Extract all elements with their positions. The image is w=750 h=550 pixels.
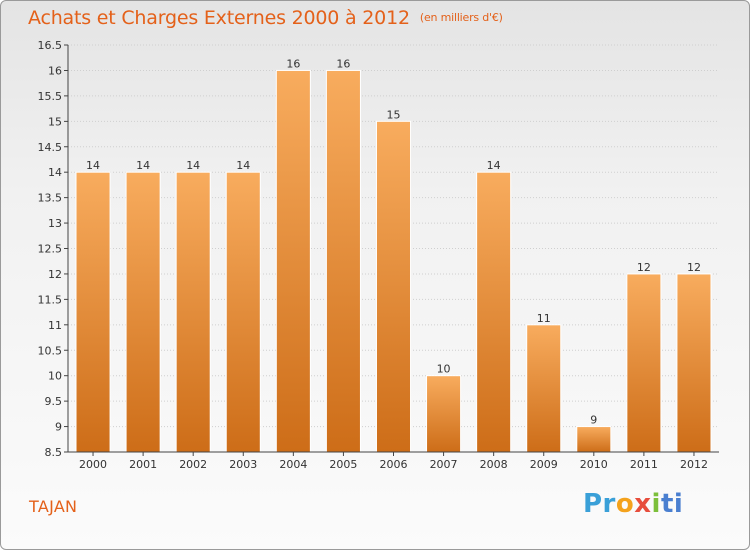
bar	[576, 426, 612, 453]
x-tick-label: 2010	[580, 458, 608, 471]
y-tick-label: 11.5	[38, 293, 63, 306]
label-layer: 14 14 14 14 16 16 15 10 14 11 9 12 12	[86, 57, 701, 426]
y-tick-label: 16	[48, 64, 62, 77]
bar	[676, 273, 712, 453]
bar-value-label: 14	[487, 159, 501, 172]
bar	[225, 171, 261, 453]
bar	[175, 171, 211, 453]
y-tick-label: 12.5	[38, 243, 63, 256]
logo-part-4: i	[651, 489, 661, 519]
y-tick-label: 14.5	[38, 141, 63, 154]
logo-part-2: o	[615, 489, 635, 519]
bar	[275, 69, 311, 453]
y-tick-label: 13	[48, 217, 62, 230]
bar	[325, 69, 361, 453]
logo-part-5: ti	[660, 489, 684, 519]
bar-value-label: 11	[537, 312, 551, 325]
bar	[75, 171, 111, 453]
bar	[125, 171, 161, 453]
bar-value-label: 12	[687, 261, 701, 274]
x-tick-label: 2004	[279, 458, 307, 471]
bar-value-label: 12	[637, 261, 651, 274]
y-tick-label: 14	[48, 166, 62, 179]
bar-value-label: 14	[86, 159, 100, 172]
bar-value-label: 16	[286, 57, 300, 70]
bar-value-label: 14	[236, 159, 250, 172]
x-tick-label: 2002	[179, 458, 207, 471]
x-tick-label: 2003	[229, 458, 257, 471]
x-tick-label: 2012	[680, 458, 708, 471]
bar-value-label: 14	[186, 159, 200, 172]
bar-layer	[75, 69, 712, 453]
axis-layer: 8.599.51010.51111.51212.51313.51414.5151…	[38, 39, 719, 471]
logo-part-3: x	[634, 489, 652, 519]
y-tick-label: 12	[48, 268, 62, 281]
proxiti-logo[interactable]: Proxiti	[583, 489, 683, 519]
bar	[526, 324, 562, 453]
bar-value-label: 10	[437, 363, 451, 376]
chart-title: Achats et Charges Externes 2000 à 2012 (e…	[28, 7, 503, 29]
bar	[476, 171, 512, 453]
x-tick-label: 2000	[79, 458, 107, 471]
x-tick-label: 2008	[480, 458, 508, 471]
bar-value-label: 14	[136, 159, 150, 172]
x-tick-label: 2009	[530, 458, 558, 471]
bar-value-label: 16	[336, 57, 350, 70]
y-tick-label: 10	[48, 370, 62, 383]
bar	[626, 273, 662, 453]
chart-title-text: Achats et Charges Externes 2000 à 2012	[28, 7, 410, 29]
x-tick-label: 2007	[430, 458, 458, 471]
bar-value-label: 9	[590, 414, 597, 427]
commune-name: TAJAN	[29, 497, 78, 516]
logo-part-1: Pr	[583, 489, 616, 519]
y-tick-label: 11	[48, 319, 62, 332]
x-tick-label: 2001	[129, 458, 157, 471]
y-tick-label: 15.5	[38, 90, 63, 103]
x-tick-label: 2006	[380, 458, 408, 471]
bar	[426, 375, 462, 453]
bar-value-label: 15	[387, 108, 401, 121]
y-tick-label: 13.5	[38, 192, 63, 205]
x-tick-label: 2011	[630, 458, 658, 471]
y-tick-label: 9	[55, 421, 62, 434]
chart-unit: (en milliers d'€)	[419, 11, 503, 24]
bar	[375, 120, 412, 453]
y-tick-label: 10.5	[38, 344, 63, 357]
y-tick-label: 9.5	[45, 395, 63, 408]
y-tick-label: 15	[48, 115, 62, 128]
y-tick-label: 8.5	[45, 446, 63, 459]
x-tick-label: 2005	[329, 458, 357, 471]
y-tick-label: 16.5	[38, 39, 63, 52]
